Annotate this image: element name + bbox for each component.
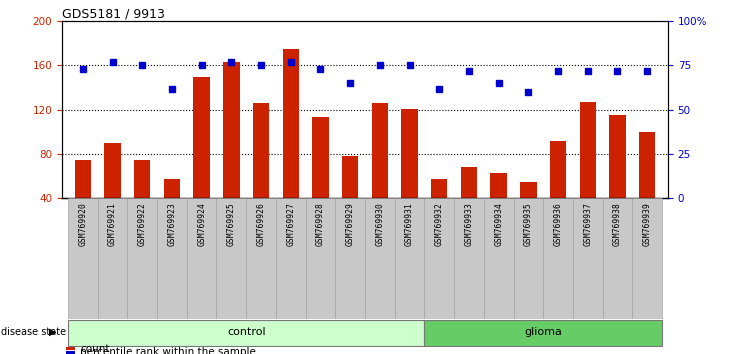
Bar <box>66 347 75 350</box>
Text: GSM769939: GSM769939 <box>642 202 652 246</box>
Bar <box>491 173 507 198</box>
Bar <box>66 351 75 354</box>
Text: GSM769923: GSM769923 <box>167 202 177 246</box>
Text: GSM769924: GSM769924 <box>197 202 206 246</box>
Bar <box>217 198 246 319</box>
Bar <box>104 143 120 198</box>
Bar <box>395 198 424 319</box>
Bar <box>365 198 395 319</box>
Bar <box>639 132 656 198</box>
Bar <box>454 198 484 319</box>
Bar <box>253 103 269 198</box>
Bar <box>602 198 632 319</box>
Text: GSM769937: GSM769937 <box>583 202 592 246</box>
Bar <box>335 198 365 319</box>
Bar <box>543 198 573 319</box>
Bar <box>98 198 128 319</box>
Bar <box>513 198 543 319</box>
Text: GSM769930: GSM769930 <box>375 202 385 246</box>
Text: GSM769936: GSM769936 <box>553 202 563 246</box>
Text: GSM769927: GSM769927 <box>286 202 295 246</box>
Text: GSM769925: GSM769925 <box>227 202 236 246</box>
Text: percentile rank within the sample: percentile rank within the sample <box>80 347 256 354</box>
Bar <box>550 141 566 198</box>
Bar <box>68 198 98 319</box>
Bar <box>193 76 210 198</box>
Bar <box>372 103 388 198</box>
Bar <box>246 198 276 319</box>
Bar <box>342 156 358 198</box>
Text: GSM769938: GSM769938 <box>613 202 622 246</box>
Bar <box>632 198 662 319</box>
Bar <box>128 198 157 319</box>
Text: GSM769932: GSM769932 <box>435 202 444 246</box>
Bar <box>424 320 662 346</box>
Text: disease state: disease state <box>1 327 66 337</box>
Bar <box>573 198 602 319</box>
Bar <box>424 198 454 319</box>
Bar <box>402 109 418 198</box>
Bar <box>520 182 537 198</box>
Text: GSM769931: GSM769931 <box>405 202 414 246</box>
Bar <box>164 179 180 198</box>
Text: GSM769921: GSM769921 <box>108 202 117 246</box>
Bar <box>431 179 447 198</box>
Text: ▶: ▶ <box>49 327 56 337</box>
Bar <box>74 160 91 198</box>
Bar <box>484 198 513 319</box>
Bar <box>306 198 335 319</box>
Bar <box>276 198 306 319</box>
Text: GSM769933: GSM769933 <box>464 202 474 246</box>
Bar <box>68 320 424 346</box>
Text: GSM769929: GSM769929 <box>345 202 355 246</box>
Text: GSM769934: GSM769934 <box>494 202 503 246</box>
Bar <box>312 118 328 198</box>
Bar <box>223 62 239 198</box>
Text: GSM769920: GSM769920 <box>78 202 88 246</box>
Bar <box>610 115 626 198</box>
Bar <box>461 167 477 198</box>
Text: GSM769928: GSM769928 <box>316 202 325 246</box>
Text: control: control <box>227 327 266 337</box>
Text: GSM769935: GSM769935 <box>524 202 533 246</box>
Bar <box>283 49 299 198</box>
Text: GSM769926: GSM769926 <box>256 202 266 246</box>
Text: count: count <box>80 344 110 354</box>
Bar <box>157 198 187 319</box>
Bar <box>580 102 596 198</box>
Bar <box>134 160 150 198</box>
Text: GSM769922: GSM769922 <box>138 202 147 246</box>
Text: glioma: glioma <box>524 327 562 337</box>
Text: GDS5181 / 9913: GDS5181 / 9913 <box>62 7 165 20</box>
Bar <box>187 198 217 319</box>
